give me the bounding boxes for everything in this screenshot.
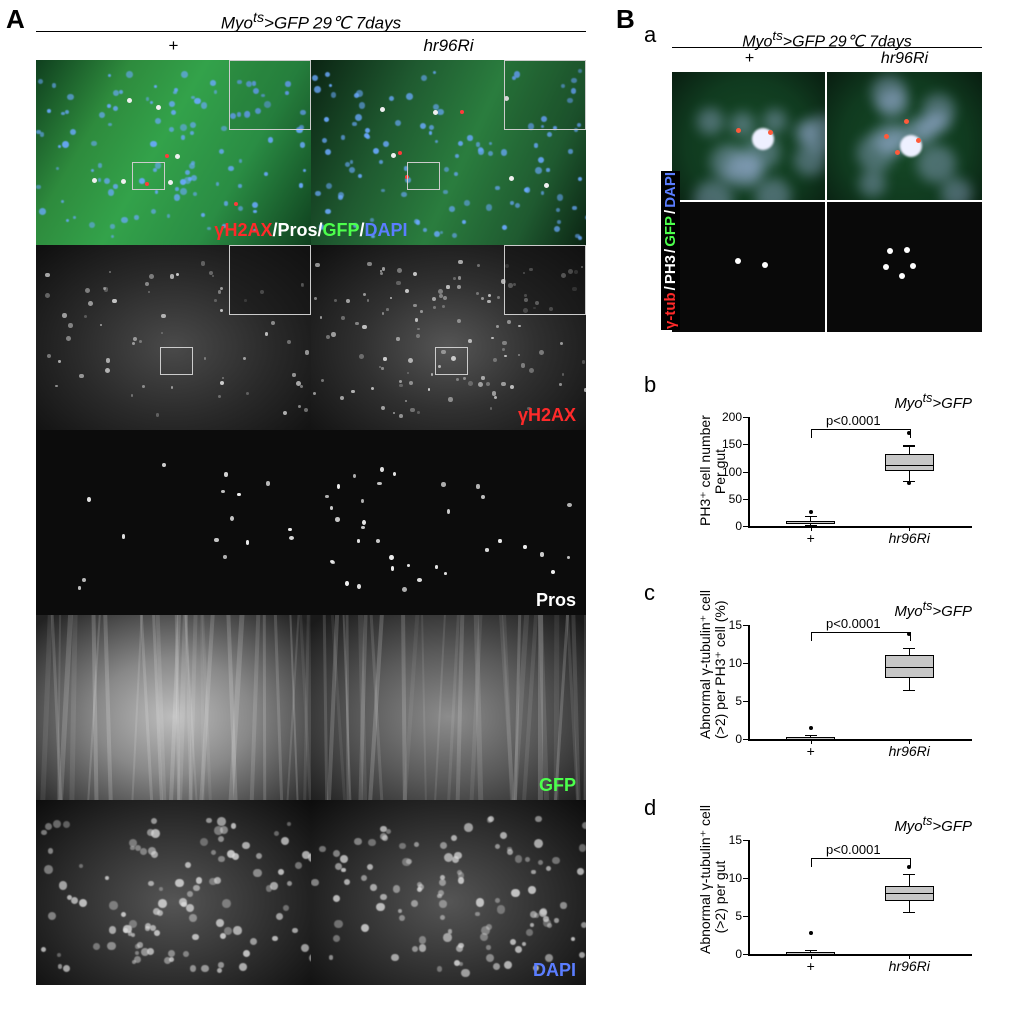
panel-b-micro-merge-plus bbox=[672, 72, 827, 202]
panel-b-micro-gtub-plus bbox=[672, 202, 827, 332]
boxplot-c: 051015+hr96RiAbnormal γ-tubulin⁺ cell(>2… bbox=[700, 603, 980, 763]
panel-a-header-sup: ts bbox=[253, 10, 264, 26]
panel-b-sub-a: a bbox=[644, 22, 656, 48]
boxplot-d: 051015+hr96RiAbnormal γ-tubulin⁺ cell(>2… bbox=[700, 818, 980, 978]
panel-a-GFP-hr96 bbox=[311, 615, 586, 800]
panel-b-sub-d: d bbox=[644, 795, 656, 821]
panel-a-cond-hr96: hr96Ri bbox=[311, 36, 586, 56]
panel-a-row-GFP: GFP bbox=[36, 615, 586, 800]
panel-a-Pros-hr96 bbox=[311, 430, 586, 615]
panel-a-DAPI-plus bbox=[36, 800, 311, 985]
panel-b-cond-hr96: hr96Ri bbox=[827, 50, 982, 68]
panel-b-micro bbox=[672, 72, 982, 332]
panel-b-micro-gtub-hr96 bbox=[827, 202, 982, 332]
boxplot-b: 050100150200+hr96RiPH3⁺ cell numberPer g… bbox=[700, 395, 980, 550]
panel-b-micro-merge-hr96 bbox=[827, 72, 982, 202]
panel-a-DAPI-hr96 bbox=[311, 800, 586, 985]
panel-a-gH2AX-plus bbox=[36, 245, 311, 430]
panel-b-letter: B bbox=[616, 4, 635, 35]
panel-a-header-suffix: >GFP 29℃ 7days bbox=[264, 14, 401, 33]
panel-a-micro-column: γH2AX/Pros/GFP/DAPIγH2AXProsGFPDAPI bbox=[36, 60, 586, 985]
panel-a-cond-plus: + bbox=[36, 36, 311, 56]
panel-a-merge-plus bbox=[36, 60, 311, 245]
panel-a-row-gH2AX: γH2AX bbox=[36, 245, 586, 430]
panel-a-header-prefix: Myo bbox=[221, 14, 253, 33]
panel-a-row-merge: γH2AX/Pros/GFP/DAPI bbox=[36, 60, 586, 245]
panel-a-header-rule bbox=[36, 31, 586, 32]
panel-a-row-DAPI: DAPI bbox=[36, 800, 586, 985]
panel-b-header-sup: ts bbox=[772, 28, 782, 43]
panel-a-row-Pros: Pros bbox=[36, 430, 586, 615]
panel-b-micro-row1 bbox=[672, 72, 982, 202]
panel-a-gH2AX-hr96 bbox=[311, 245, 586, 430]
panel-b-micro-vlabel: γ-tub/PH3/GFP/DAPI bbox=[662, 171, 679, 330]
panel-a-Pros-plus bbox=[36, 430, 311, 615]
panel-a-GFP-plus bbox=[36, 615, 311, 800]
panel-a-letter: A bbox=[6, 4, 25, 35]
figure-root: A Myots>GFP 29℃ 7days + hr96Ri γH2AX/Pro… bbox=[0, 0, 1020, 1029]
panel-b-cond-plus: + bbox=[672, 50, 827, 68]
panel-b-micro-row2 bbox=[672, 202, 982, 332]
panel-b-header-rule bbox=[672, 47, 982, 48]
panel-a-merge-hr96 bbox=[311, 60, 586, 245]
panel-b-sub-b: b bbox=[644, 372, 656, 398]
panel-b-sub-c: c bbox=[644, 580, 655, 606]
